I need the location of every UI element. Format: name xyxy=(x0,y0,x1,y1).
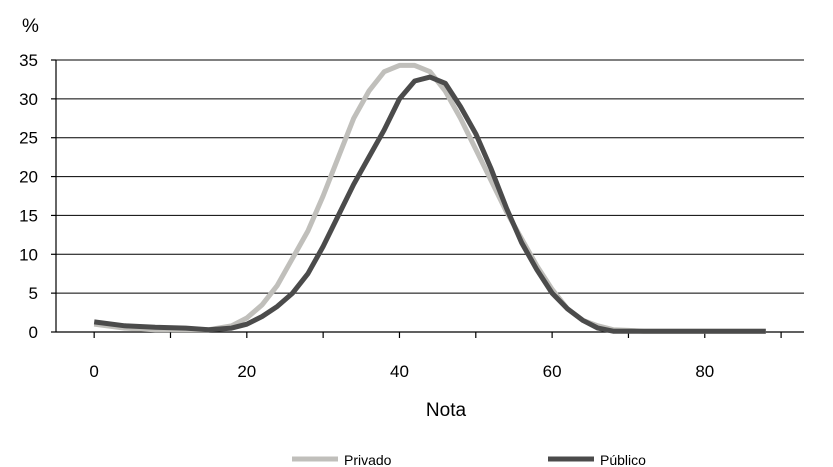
y-tick-label: 30 xyxy=(19,90,38,109)
legend-label: Público xyxy=(600,452,646,467)
x-tick-label: 0 xyxy=(89,362,98,381)
legend-label: Privado xyxy=(344,452,392,467)
y-tick-label: 15 xyxy=(19,206,38,225)
axes xyxy=(51,59,804,338)
x-axis-label: Nota xyxy=(426,400,467,421)
y-tick-label: 10 xyxy=(19,245,38,264)
x-tick-label: 60 xyxy=(543,362,562,381)
series-line-p-blico xyxy=(93,74,766,334)
series-lines xyxy=(93,62,766,334)
y-axis-label: % xyxy=(22,16,39,37)
x-tick-label: 40 xyxy=(390,362,409,381)
y-tick-label: 25 xyxy=(19,129,38,148)
y-tick-label: 35 xyxy=(19,51,38,70)
x-tick-labels: 0 20 40 60 80 xyxy=(89,362,714,381)
y-tick-labels: 0 5 10 15 20 25 30 35 xyxy=(19,51,38,342)
x-tick-label: 80 xyxy=(695,362,714,381)
y-tick-label: 20 xyxy=(19,168,38,187)
series-line-privado xyxy=(93,62,766,334)
y-tick-label: 0 xyxy=(29,323,38,342)
x-tick-label: 20 xyxy=(237,362,256,381)
y-tick-label: 5 xyxy=(29,284,38,303)
legend: Privado Público xyxy=(292,452,646,467)
gridlines xyxy=(56,59,804,294)
